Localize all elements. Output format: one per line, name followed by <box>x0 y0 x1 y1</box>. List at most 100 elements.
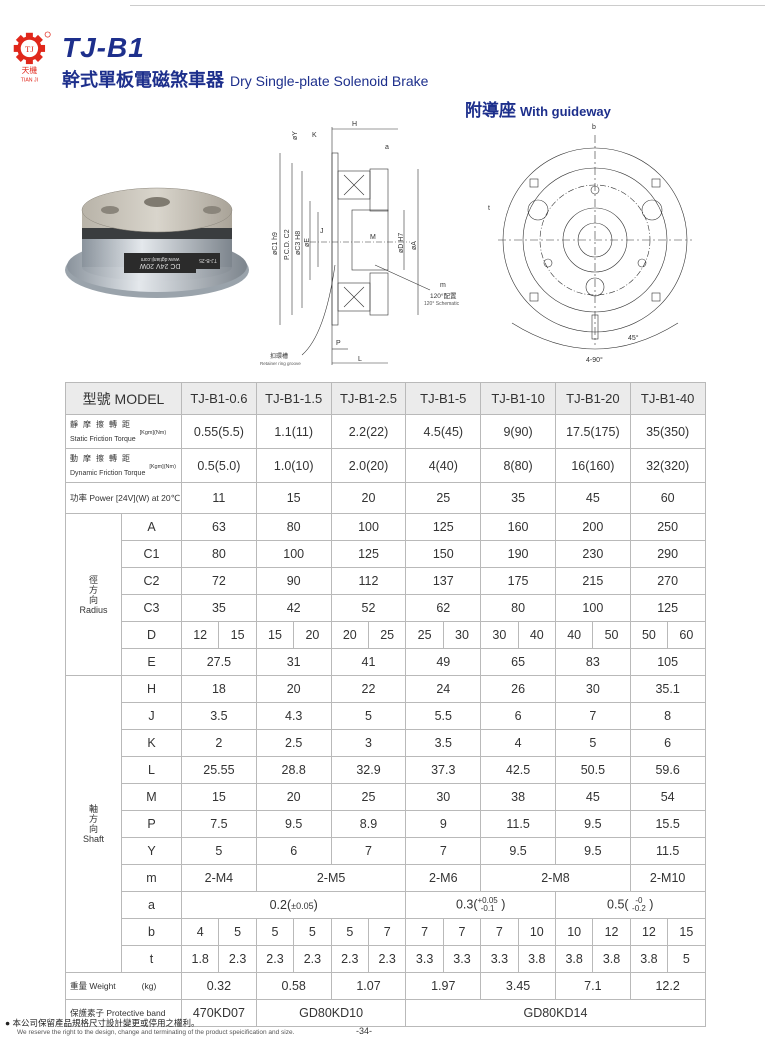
dimension-value: 37.3 <box>405 756 482 784</box>
dimension-value: 125 <box>405 513 482 541</box>
dimension-value: 5 <box>255 918 295 946</box>
dim-C2: P.C.D. C2 <box>284 229 291 260</box>
dynamic-torque-value: 1.0(10) <box>255 448 332 483</box>
dimension-symbol: L <box>121 756 182 784</box>
dimension-value: 3.8 <box>517 945 556 973</box>
dimension-value: 2.3 <box>218 945 257 973</box>
dimension-symbol: M <box>121 783 182 811</box>
shaft-row-a: a 0.2(±0.05) 0.3(+0.05 -0.1 ) 0.5( -0 -0.2 ) <box>66 891 706 919</box>
tol-tail: ) <box>497 897 506 912</box>
dimension-value: 12 <box>629 918 669 946</box>
dynamic-torque-row: 動摩擦轉距 Dynamic Friction Torque[Kgm](Nm) 0.5… <box>65 448 706 483</box>
logo-en: TIAN JI <box>21 77 38 83</box>
dimension-value: 230 <box>554 540 631 568</box>
power-row: 功率 Power [24V](W) at 20℃ 11 15 20 25 35 45 60 <box>65 482 706 514</box>
page-number: -34- <box>356 1026 373 1036</box>
guideway-cn: 附導座 <box>465 101 516 120</box>
dimension-value: 5 <box>181 837 257 865</box>
dimension-value: 72 <box>181 567 257 595</box>
shaft-row-P: P 7.5 9.5 8.9 9 11.5 9.5 15.5 <box>66 810 706 838</box>
tol-upper: +0.05 <box>477 896 498 905</box>
dimension-value: 27.5 <box>181 648 257 676</box>
dimension-value: 7 <box>405 918 444 946</box>
dimension-value: 5 <box>667 945 706 973</box>
top-rule <box>130 5 765 6</box>
dimension-value: 215 <box>554 567 631 595</box>
product-title: TJ-B1 <box>62 32 145 63</box>
dimension-value: 7 <box>554 702 631 730</box>
dimension-value: 3.5 <box>181 702 257 730</box>
dimension-value: 15.5 <box>629 810 706 838</box>
weight-value: 0.32 <box>181 972 257 1000</box>
dimension-value: 5 <box>554 729 631 757</box>
dimension-value: 150 <box>405 540 482 568</box>
dimension-value: 137 <box>405 567 482 595</box>
power-value: 20 <box>330 482 407 514</box>
dimension-value: 5 <box>218 918 257 946</box>
model-column-header: TJ-B1-10 <box>480 382 556 415</box>
model-column-header: TJ-B1-20 <box>554 382 631 415</box>
band-value: GD80KD14 <box>405 999 706 1027</box>
dim-L: L <box>358 356 362 363</box>
header-row: 型號 MODEL TJ-B1-0.6 TJ-B1-1.5 TJ-B1-2.5 TJ-B1… <box>65 382 706 415</box>
dimension-value: 100 <box>255 540 332 568</box>
dimension-symbol: A <box>121 513 182 541</box>
dimension-symbol: Y <box>121 837 182 865</box>
dimension-value: 32.9 <box>330 756 407 784</box>
dimension-value: 6 <box>255 837 332 865</box>
dimension-value: 7 <box>480 918 519 946</box>
dimension-value: 3.3 <box>442 945 482 973</box>
dimension-symbol: D <box>121 621 182 649</box>
static-torque-value: 1.1(11) <box>255 414 332 449</box>
shaft-row-m: m 2-M4 2-M5 2-M6 2-M8 2-M10 <box>66 864 706 892</box>
label-en: Static Friction Torque <box>70 436 136 443</box>
weight-row: 重量 Weight (kg) 0.32 0.58 1.07 1.97 3.45 7.1 12.2 <box>65 972 706 1000</box>
dimension-symbol: H <box>121 675 182 703</box>
footer-note-cn: ● 本公司保留產品規格尺寸設計變更或停用之權利。 <box>5 1018 200 1028</box>
dimension-value: 2.3 <box>330 945 369 973</box>
dimension-value: 3.5 <box>405 729 482 757</box>
dimension-value: 80 <box>480 594 556 622</box>
model-column-header: TJ-B1-1.5 <box>255 382 332 415</box>
dimension-symbol: P <box>121 810 182 838</box>
dimension-value: 3 <box>330 729 407 757</box>
dimension-value: 25 <box>367 621 407 649</box>
dynamic-torque-value: 4(40) <box>405 448 482 483</box>
dimension-value: 2.3 <box>367 945 407 973</box>
dimension-value: 12 <box>180 621 220 649</box>
footer-note-en: We reserve the right to the design, chan… <box>17 1029 295 1036</box>
tol-pm: ±0.05 <box>291 901 314 911</box>
power-value: 25 <box>405 482 482 514</box>
dimension-value: 2.3 <box>293 945 332 973</box>
dimension-value: 65 <box>480 648 556 676</box>
photo-label-side: TJ-B-25 <box>199 257 217 263</box>
dimension-value: 7 <box>330 837 407 865</box>
dimension-value: 15 <box>667 918 706 946</box>
tol-lower: -0.2 <box>632 904 646 913</box>
dimension-value: 4.3 <box>255 702 332 730</box>
dimension-value: 100 <box>330 513 407 541</box>
band-value: 470KD07 <box>181 999 257 1027</box>
dimension-symbol: a <box>121 891 182 919</box>
weight-text: 重量 Weight <box>70 981 116 991</box>
dimension-value: 20 <box>293 621 332 649</box>
dim-t: t <box>488 205 490 212</box>
dimension-value: 20 <box>255 675 332 703</box>
power-value: 60 <box>629 482 706 514</box>
model-column-header: TJ-B1-5 <box>405 382 482 415</box>
dimension-value: 2.3 <box>255 945 295 973</box>
power-label: 功率 Power [24V](W) at 20℃ <box>65 482 182 514</box>
dimension-value: 24 <box>405 675 482 703</box>
dimension-symbol: m <box>121 864 182 892</box>
dim-C3: øC3 H8 <box>295 231 302 255</box>
dimension-value: 9.5 <box>554 810 631 838</box>
dimension-value: 1.8 <box>180 945 220 973</box>
dimension-value: 10 <box>517 918 556 946</box>
dimension-value: 175 <box>480 567 556 595</box>
dimension-value: 160 <box>480 513 556 541</box>
weight-label: 重量 Weight (kg) <box>65 972 182 1000</box>
static-torque-value: 9(90) <box>480 414 556 449</box>
dimension-value: 5 <box>330 702 407 730</box>
tol-tail: ) <box>313 898 318 912</box>
power-value: 15 <box>255 482 332 514</box>
